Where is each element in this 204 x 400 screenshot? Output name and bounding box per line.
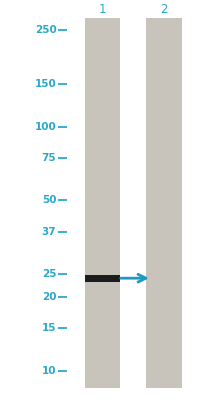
Text: 37: 37 — [42, 227, 56, 237]
Bar — [145, 18, 181, 388]
Text: 10: 10 — [42, 366, 56, 376]
Bar — [84, 275, 120, 282]
Text: 100: 100 — [34, 122, 56, 132]
Bar — [84, 18, 120, 388]
Text: 15: 15 — [42, 323, 56, 333]
Text: 250: 250 — [34, 25, 56, 35]
Text: 25: 25 — [42, 269, 56, 279]
Text: 50: 50 — [42, 196, 56, 206]
Text: 1: 1 — [98, 3, 106, 16]
Text: 150: 150 — [34, 79, 56, 89]
Text: 20: 20 — [42, 292, 56, 302]
Text: 75: 75 — [42, 152, 56, 162]
Text: 2: 2 — [160, 3, 167, 16]
